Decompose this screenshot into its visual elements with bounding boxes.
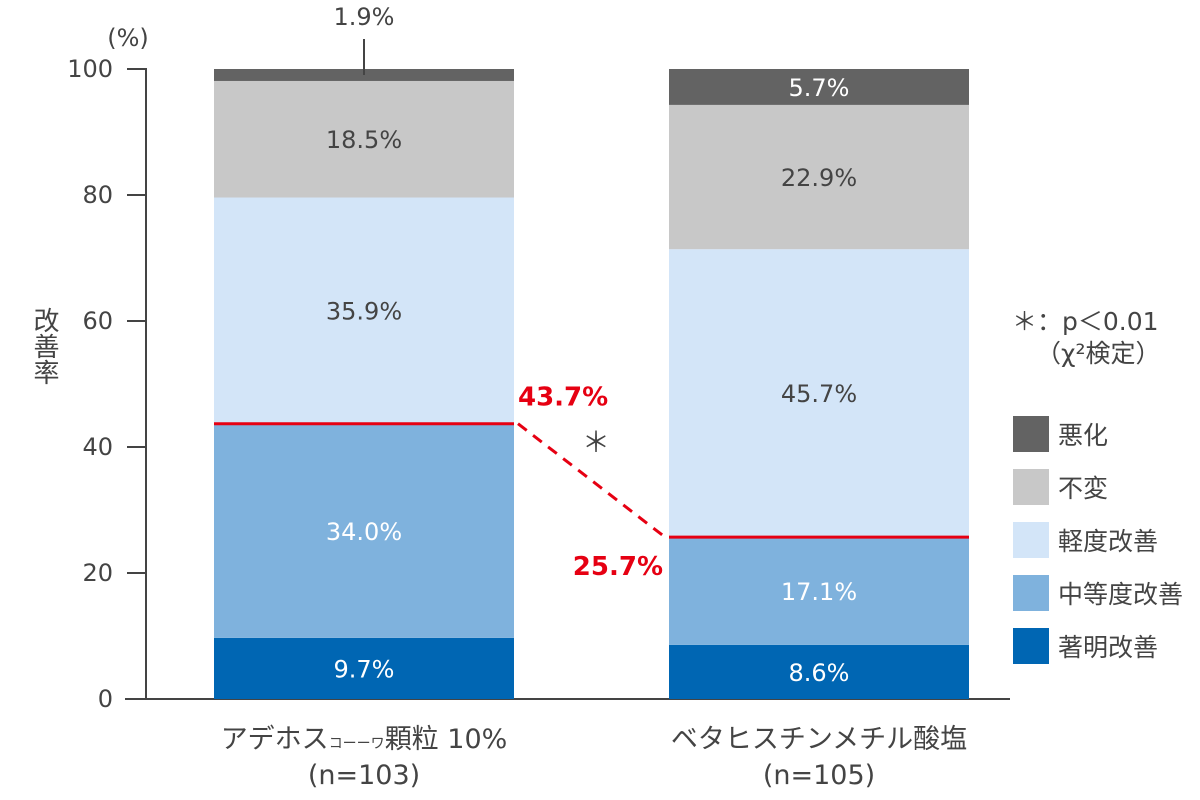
data-label-1-3: 18.5%	[326, 126, 402, 154]
legend-label-1: 不変	[1058, 474, 1108, 503]
y-tick-label-0: 0	[98, 685, 113, 713]
legend-swatch-4	[1013, 628, 1049, 664]
x-label-2: ベタヒスチンメチル酸塩	[671, 724, 967, 755]
bar-1-seg-2	[214, 197, 514, 424]
x-label-1-main: アデホス	[221, 724, 329, 755]
data-label-1-4: 1.9%	[334, 3, 395, 31]
bar-2-seg-2	[669, 249, 969, 538]
y-tick-label-80: 80	[82, 181, 113, 209]
data-label-1-1: 34.0%	[326, 518, 402, 546]
significance-marker: ＊	[582, 426, 610, 459]
y-axis-title: 改善率	[0, 307, 59, 385]
legend-label-4: 著明改善	[1058, 633, 1158, 662]
x-label-2-n: (n=105)	[763, 760, 875, 791]
y-tick-label-40: 40	[82, 433, 113, 461]
bar-2-seg-3	[669, 104, 969, 250]
y-unit-label: (%)	[107, 24, 149, 52]
legend-label-0: 悪化	[1058, 421, 1108, 450]
x-label-1-small: コーーワ	[329, 736, 385, 752]
legend-swatch-2	[1013, 522, 1049, 558]
bar-2-seg-0	[669, 644, 969, 699]
y-tick-label-100: 100	[67, 55, 113, 83]
legend-label-3: 中等度改善	[1058, 580, 1183, 609]
x-label-1-rest: 顆粒 10%	[385, 724, 508, 755]
x-label-1: アデホスコーーワ顆粒 10%	[221, 724, 508, 755]
y-tick-label-60: 60	[82, 307, 113, 335]
legend-swatch-1	[1013, 469, 1049, 505]
y-axis-title-text: 改善率	[0, 307, 59, 385]
bar-1-seg-1	[214, 423, 514, 638]
x-label-1-n: (n=103)	[308, 760, 420, 791]
bar-2-seg-4	[669, 69, 969, 105]
improvement-total-1: 43.7%	[518, 383, 608, 413]
legend-swatch-3	[1013, 575, 1049, 611]
legend-label-2: 軽度改善	[1058, 527, 1158, 556]
bars: 9.7% 34.0% 35.9% 18.5% 1.9% 8.6% 17.1% 45.7% 22.…	[214, 3, 969, 699]
data-label-2-1: 17.1%	[781, 578, 857, 606]
data-label-2-3: 22.9%	[781, 164, 857, 192]
data-label-2-0: 8.6%	[789, 659, 850, 687]
data-label-1-2: 35.9%	[326, 298, 402, 326]
improvement-connector	[517, 422, 666, 539]
bar-1-seg-0	[214, 637, 514, 699]
improvement-total-2: 25.7%	[573, 552, 663, 582]
data-label-1-0: 9.7%	[334, 655, 395, 683]
bar-2-seg-1	[669, 537, 969, 645]
data-label-2-2: 45.7%	[781, 380, 857, 408]
annotation-line-1: ＊：p＜0.01	[1012, 307, 1159, 336]
bar-1-seg-3	[214, 80, 514, 198]
annotation-line-2: （χ²検定）	[1036, 339, 1160, 368]
legend-swatch-0	[1013, 416, 1049, 452]
y-tick-label-20: 20	[82, 559, 113, 587]
overlays: 43.7% 25.7%	[214, 383, 969, 582]
data-label-2-4: 5.7%	[789, 74, 850, 102]
